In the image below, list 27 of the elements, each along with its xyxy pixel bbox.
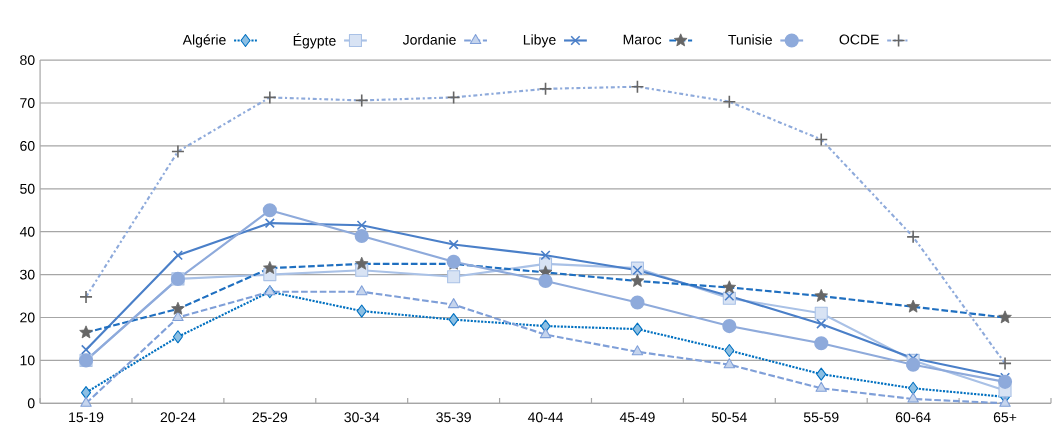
x-tick-label: 30-34 [344,412,380,423]
legend-label: Algérie [182,34,226,48]
x-tick-label: 35-39 [436,412,471,423]
y-tick-label: 80 [20,55,35,66]
legend-label: Tunisie [728,34,772,45]
legend-label: Libye [523,34,556,48]
y-tick-label: 20 [20,312,35,323]
y-tick-label: 60 [20,141,35,152]
legend-label: Égypte [293,33,336,49]
x-tick-label: 55-59 [803,412,839,423]
x-tick-label: 25-29 [252,412,288,423]
x-tick-label: 60-64 [895,412,931,423]
y-tick-label: 0 [27,398,35,409]
y-tick-label: 50 [20,184,35,194]
x-tick-label: 65+ [993,412,1017,423]
x-tick-label: 15-19 [69,412,104,423]
y-tick-label: 70 [20,98,35,109]
y-tick-label: 30 [20,269,35,280]
x-tick-label: 40-44 [527,412,564,423]
legend-label: OCDE [839,34,879,45]
x-tick-label: 45-49 [619,412,655,423]
legend-label: Maroc [623,34,662,45]
x-tick-label: 20-24 [160,412,196,423]
legend-label: Jordanie [402,34,456,45]
y-tick-label: 40 [19,226,35,237]
x-tick-label: 50-54 [711,412,747,423]
y-tick-label: 10 [20,355,35,366]
